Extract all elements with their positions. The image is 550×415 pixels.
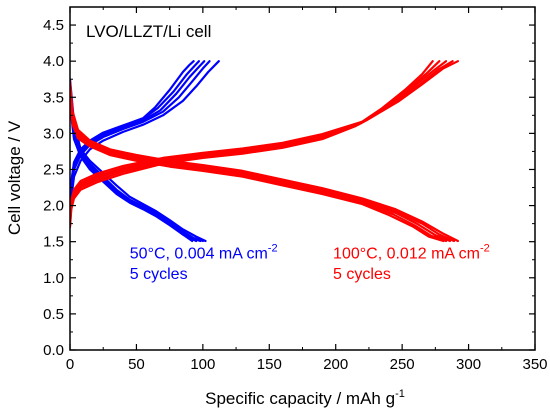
y-tick-label: 4.0 bbox=[43, 53, 64, 70]
y-tick-label: 0.5 bbox=[43, 306, 64, 323]
y-tick-label: 1.5 bbox=[43, 234, 64, 251]
x-tick-label: 50 bbox=[128, 356, 145, 373]
x-axis-label-superscript: -1 bbox=[395, 388, 405, 400]
y-axis-label: Cell voltage / V bbox=[5, 120, 24, 235]
y-tick-label: 4.5 bbox=[43, 17, 64, 34]
y-tick-label: 2.5 bbox=[43, 161, 64, 178]
annotation-blue-cycles: 5 cycles bbox=[130, 266, 188, 283]
y-tick-label: 3.5 bbox=[43, 89, 64, 106]
curve-100C-charge-1 bbox=[70, 60, 434, 229]
x-tick-label: 200 bbox=[323, 356, 348, 373]
x-tick-label: 150 bbox=[257, 356, 282, 373]
data-curves bbox=[70, 60, 459, 243]
x-axis-label-text: Specific capacity / mAh g bbox=[205, 389, 395, 408]
annotation-red-condition-superscript: -2 bbox=[480, 242, 490, 254]
curve-100C-discharge-5 bbox=[70, 96, 445, 243]
curve-100C-charge-4 bbox=[70, 60, 454, 220]
annotation-red-cycles-text: 5 cycles bbox=[333, 266, 391, 283]
y-tick-label: 1.0 bbox=[43, 270, 64, 287]
curve-50C-charge-5 bbox=[70, 60, 195, 207]
annotation-red-condition: 100°C, 0.012 mA cm-2 bbox=[333, 242, 490, 262]
curve-100C-discharge-3 bbox=[70, 88, 452, 243]
annotation-blue-condition-text: 50°C, 0.004 mA cm bbox=[130, 245, 268, 262]
chart-title: LVO/LLZT/Li cell bbox=[86, 22, 211, 41]
annotation-red-cycles: 5 cycles bbox=[333, 266, 391, 283]
curve-100C-discharge-4 bbox=[70, 92, 448, 243]
y-tick-label: 3.0 bbox=[43, 125, 64, 142]
y-tick-label: 2.0 bbox=[43, 198, 64, 215]
x-tick-label: 100 bbox=[190, 356, 215, 373]
x-tick-label: 0 bbox=[66, 356, 74, 373]
axis-ticks: 0 50 100 150 200 250 300 350 0.0 0.5 1.0 1.5 2.0 2.5 3… bbox=[43, 6, 548, 373]
x-tick-label: 300 bbox=[456, 356, 481, 373]
annotation-red-condition-text: 100°C, 0.012 mA cm bbox=[333, 245, 480, 262]
plot-frame bbox=[69, 6, 536, 351]
curve-100C-discharge-1 bbox=[70, 80, 459, 243]
x-tick-label: 250 bbox=[390, 356, 415, 373]
y-tick-label: 0.0 bbox=[43, 342, 64, 359]
x-tick-label: 350 bbox=[522, 356, 547, 373]
curve-100C-charge-5 bbox=[70, 60, 459, 217]
curve-50C-charge-4 bbox=[70, 60, 200, 211]
curve-50C-charge-3 bbox=[70, 60, 206, 214]
annotation-blue-cycles-text: 5 cycles bbox=[130, 266, 188, 283]
annotation-blue-condition: 50°C, 0.004 mA cm-2 bbox=[130, 242, 278, 262]
curve-100C-discharge-2 bbox=[70, 85, 456, 243]
x-axis-label: Specific capacity / mAh g-1 bbox=[205, 388, 405, 408]
annotation-blue-condition-superscript: -2 bbox=[268, 242, 278, 254]
